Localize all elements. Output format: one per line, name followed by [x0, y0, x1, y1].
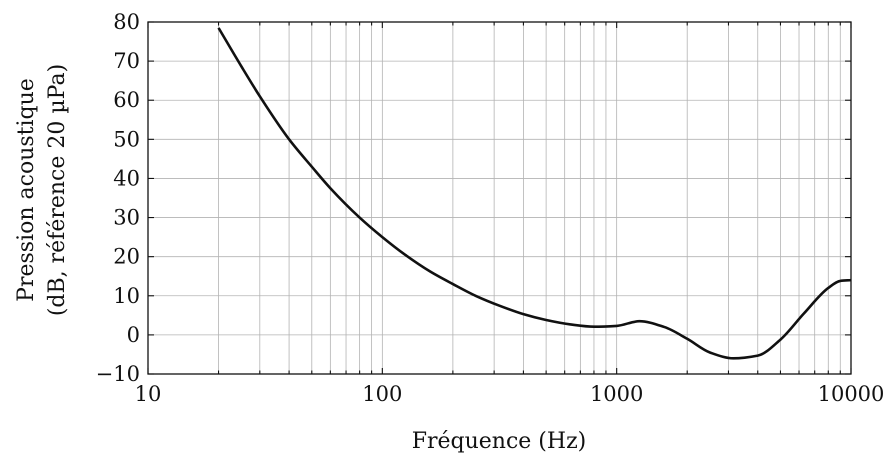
- y-axis-label-line-1: Pression acoustique: [14, 78, 39, 302]
- x-tick-labels: 10 100 1000 10000: [135, 382, 885, 406]
- y-tick-label: 30: [113, 206, 140, 230]
- y-tick-label: 70: [113, 49, 140, 73]
- y-tick-label: −10: [96, 362, 140, 386]
- threshold-curve: [217, 27, 852, 360]
- grid: [148, 22, 851, 374]
- y-tick-label: 10: [113, 284, 140, 308]
- y-tick-label: 60: [113, 88, 140, 112]
- plot-frame: [147, 21, 852, 375]
- plot-border: [147, 21, 852, 375]
- x-axis-label: Fréquence (Hz): [412, 429, 587, 454]
- y-tick-labels: −10 0 10 20 30 40 50 60 70 80: [96, 10, 140, 386]
- y-tick-label: 20: [113, 245, 140, 269]
- x-tick-label: 100: [362, 382, 402, 406]
- y-axis-label-line-2: (dB, référence 20 µPa): [45, 64, 70, 316]
- x-tick-label: 10: [135, 382, 162, 406]
- y-tick-label: 80: [113, 10, 140, 34]
- x-tick-label: 10000: [818, 382, 885, 406]
- y-tick-label: 40: [113, 166, 140, 190]
- curve-layer: [217, 27, 852, 360]
- x-tick-label: 1000: [590, 382, 643, 406]
- y-tick-label: 50: [113, 127, 140, 151]
- y-tick-label: 0: [127, 323, 140, 347]
